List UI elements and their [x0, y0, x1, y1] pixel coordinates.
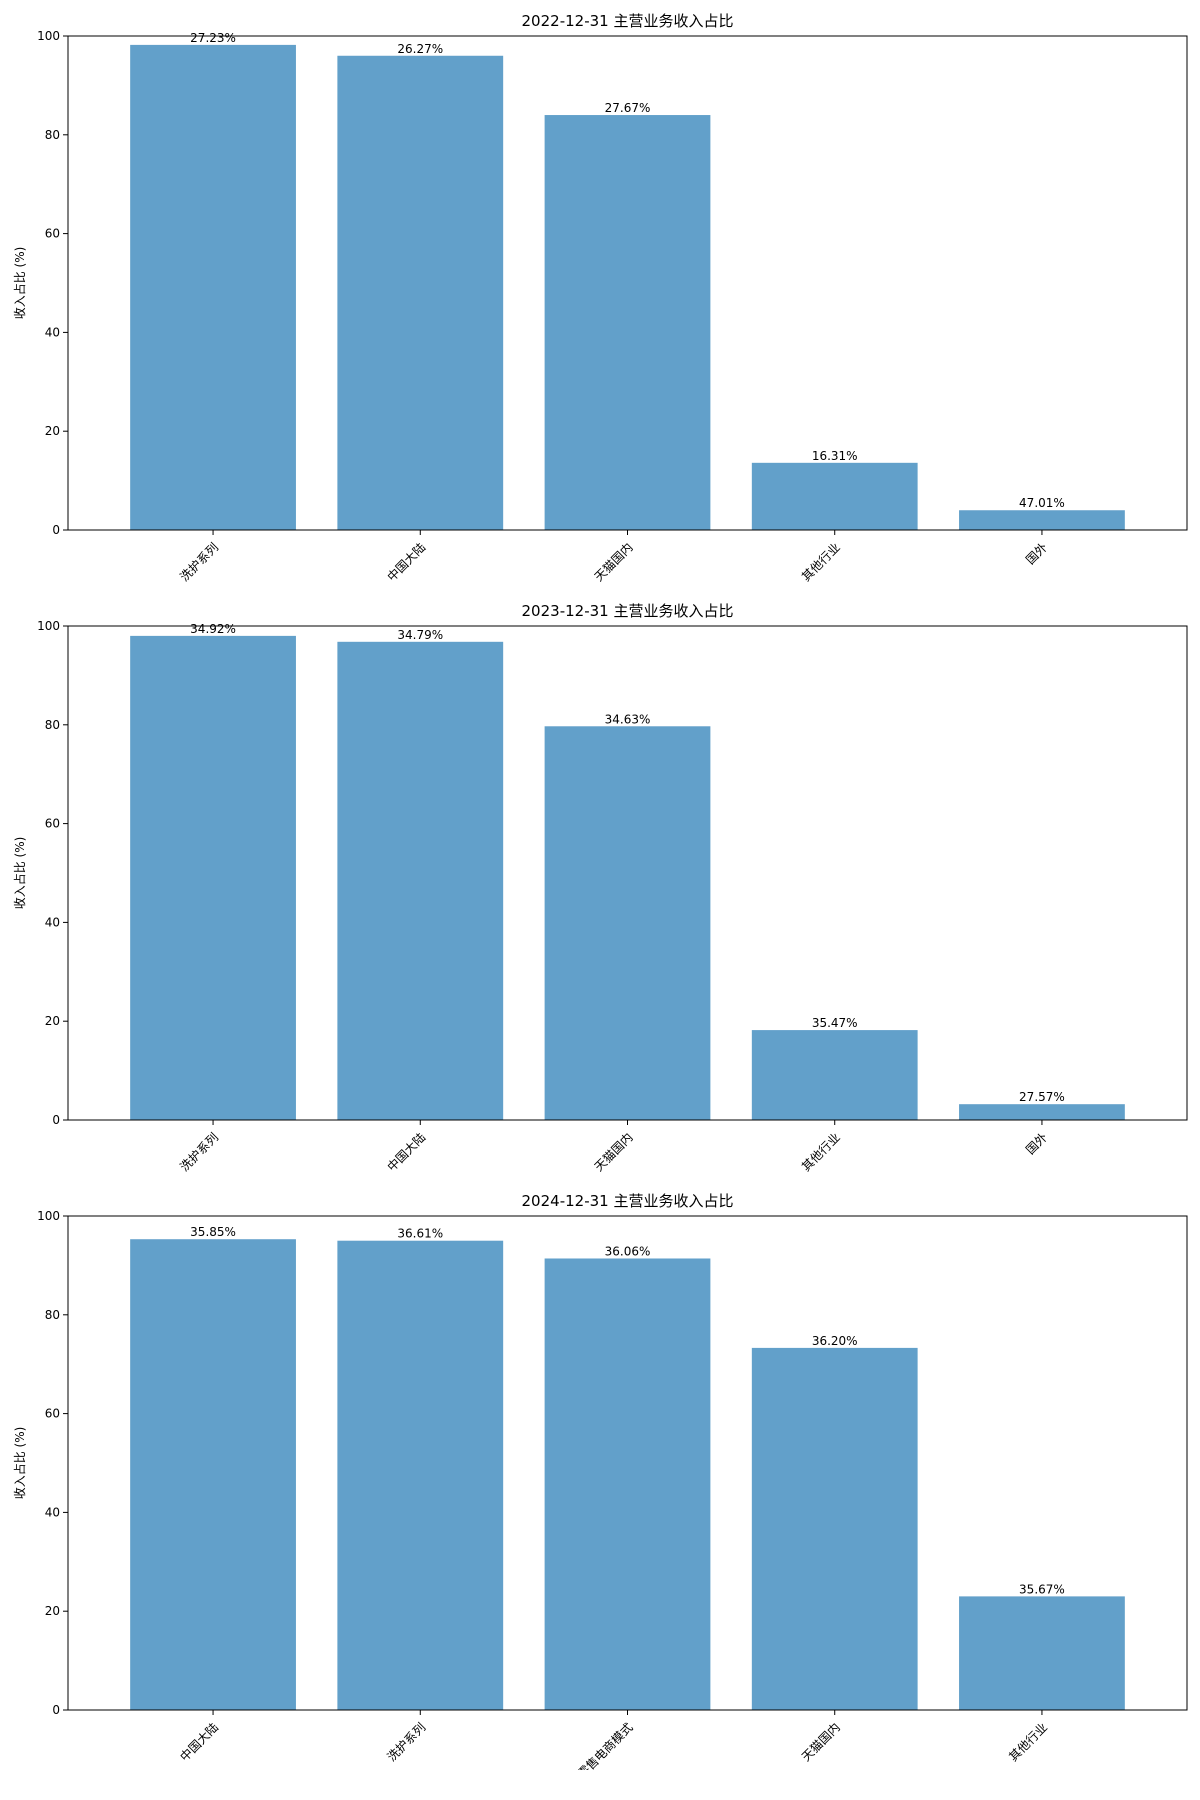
data-label: 34.63%	[605, 712, 651, 726]
x-tick-label: 国外	[1023, 540, 1050, 567]
x-tick-label: 天猫国内	[592, 1130, 636, 1174]
x-tick-label: 洗护系列	[177, 540, 221, 584]
bar	[337, 1240, 504, 1710]
data-label: 34.79%	[397, 628, 443, 642]
y-tick-label: 40	[45, 915, 60, 929]
y-tick-label: 20	[45, 424, 60, 438]
chart-title: 2022-12-31 主营业务收入占比	[522, 12, 734, 30]
bar	[130, 635, 296, 1120]
x-tick-label: 零售电商模式	[574, 1720, 636, 1770]
data-label: 35.47%	[812, 1016, 858, 1030]
bar	[544, 115, 711, 530]
x-tick-label: 天猫国内	[592, 540, 636, 584]
y-tick-label: 60	[45, 817, 60, 831]
chart-title: 2023-12-31 主营业务收入占比	[522, 602, 734, 620]
data-label: 34.92%	[190, 622, 236, 636]
data-label: 26.27%	[397, 42, 443, 56]
y-tick-label: 100	[37, 1209, 60, 1223]
y-axis-label: 收入占比 (%)	[12, 1427, 27, 1500]
data-label: 47.01%	[1019, 496, 1065, 510]
data-label: 35.67%	[1019, 1582, 1065, 1596]
y-tick-label: 20	[45, 1014, 60, 1028]
bar	[130, 1239, 296, 1710]
x-tick-label: 洗护系列	[177, 1130, 221, 1174]
x-tick-label: 中国大陆	[384, 1130, 429, 1175]
y-tick-label: 60	[45, 1407, 60, 1421]
bar	[544, 726, 711, 1120]
x-tick-label: 其他行业	[799, 1130, 843, 1174]
y-axis-label: 收入占比 (%)	[12, 247, 27, 320]
x-tick-label: 中国大陆	[384, 540, 429, 585]
data-label: 27.67%	[605, 101, 651, 115]
x-tick-label: 其他行业	[1006, 1720, 1050, 1764]
plot-frame	[67, 625, 1188, 1121]
y-tick-label: 80	[45, 718, 60, 732]
y-tick-label: 100	[37, 29, 60, 43]
plot-frame	[67, 1215, 1188, 1711]
data-label: 36.61%	[397, 1227, 443, 1241]
y-tick-label: 0	[52, 1703, 60, 1717]
x-tick-label: 天猫国内	[799, 1720, 843, 1764]
data-label: 36.06%	[605, 1244, 651, 1258]
y-tick-label: 80	[45, 128, 60, 142]
data-label: 36.20%	[812, 1334, 858, 1348]
y-tick-label: 40	[45, 325, 60, 339]
bar	[959, 1104, 1125, 1120]
chart-title: 2024-12-31 主营业务收入占比	[522, 1192, 734, 1210]
y-tick-label: 100	[37, 619, 60, 633]
y-tick-label: 40	[45, 1505, 60, 1519]
bar	[337, 55, 504, 530]
bar	[751, 1347, 918, 1710]
y-tick-label: 20	[45, 1604, 60, 1618]
data-label: 27.57%	[1019, 1090, 1065, 1104]
bar	[337, 641, 504, 1120]
data-label: 16.31%	[812, 449, 858, 463]
x-tick-label: 洗护系列	[385, 1720, 429, 1764]
y-tick-label: 80	[45, 1308, 60, 1322]
plot-frame	[67, 35, 1188, 531]
x-tick-label: 中国大陆	[177, 1720, 222, 1765]
x-tick-label: 国外	[1023, 1130, 1050, 1157]
bar	[544, 1258, 711, 1710]
data-label: 27.23%	[190, 31, 236, 45]
y-tick-label: 0	[52, 1113, 60, 1127]
bar	[751, 462, 918, 530]
bar	[959, 510, 1125, 530]
data-label: 35.85%	[190, 1225, 236, 1239]
y-tick-label: 0	[52, 523, 60, 537]
y-tick-label: 60	[45, 227, 60, 241]
x-tick-label: 其他行业	[799, 540, 843, 584]
bar	[751, 1030, 918, 1120]
bar	[959, 1596, 1125, 1710]
y-axis-label: 收入占比 (%)	[12, 837, 27, 910]
bar	[130, 44, 296, 530]
